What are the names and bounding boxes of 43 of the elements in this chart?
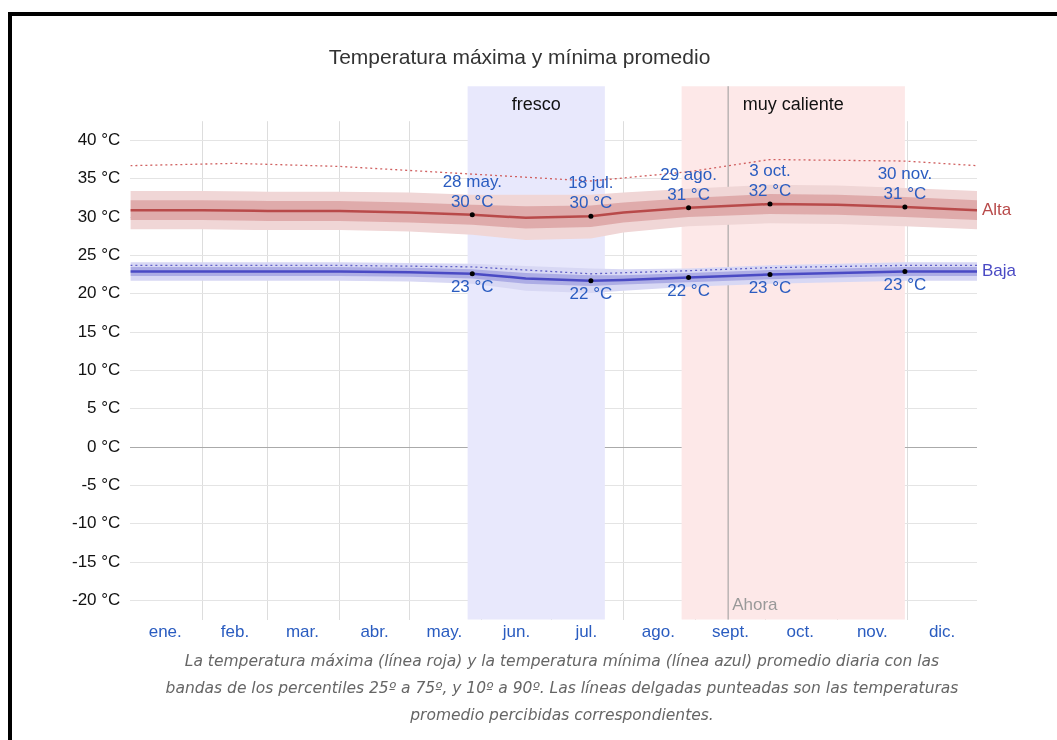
- series-label: Baja: [982, 261, 1017, 281]
- x-tick-label: jul.: [574, 622, 598, 642]
- x-tick-label: abr.: [360, 622, 389, 642]
- y-tick-label: 35 °C: [77, 168, 121, 188]
- y-tick-label: 0 °C: [87, 436, 121, 456]
- y-tick-label: 25 °C: [77, 245, 121, 265]
- annotation: 3 oct. 32 °C: [748, 161, 792, 201]
- y-tick-label: 20 °C: [77, 283, 121, 303]
- annotation: 30 nov. 31 °C: [877, 164, 933, 204]
- x-tick-label: ago.: [641, 622, 675, 642]
- ref-line-label: Ahora: [732, 594, 779, 614]
- y-tick-label: 15 °C: [77, 321, 121, 341]
- y-tick-label: 30 °C: [77, 206, 121, 226]
- y-tick-label: -10 °C: [71, 513, 121, 533]
- chart-title: Temperatura máxima y mínima promedio: [328, 45, 711, 69]
- x-tick-label: mar.: [285, 622, 320, 642]
- band-label: fresco: [511, 94, 561, 115]
- x-tick-label: jun.: [501, 622, 531, 642]
- y-tick-label: -5 °C: [81, 475, 121, 495]
- annotation: 22 °C: [667, 280, 710, 300]
- annotation: 23 °C: [748, 277, 792, 297]
- annotation: 18 jul. 30 °C: [568, 173, 614, 213]
- y-tick-label: 5 °C: [87, 398, 121, 418]
- annotation: 22 °C: [569, 283, 613, 303]
- x-tick-label: nov.: [856, 622, 888, 642]
- text: La temperatura máxima (línea roja) y la temperatura mínima (línea azul) promedio diaria con las bandas de los percentiles 25º a 75º, y 10º a 90º. Las líneas delgadas punteadas son las temperaturas promedio percibidas correspondientes.: [164, 651, 960, 726]
- y-tick-label: 10 °C: [77, 360, 121, 380]
- annotation: 23 °C: [883, 274, 927, 294]
- y-tick-label: -15 °C: [71, 551, 121, 571]
- x-tick-label: feb.: [220, 622, 250, 642]
- annotation: 23 °C: [450, 276, 494, 296]
- x-tick-label: ene.: [148, 622, 182, 642]
- annotation: 28 may. 30 °C: [442, 171, 502, 211]
- x-tick-label: oct.: [786, 622, 814, 642]
- line-series: [130, 264, 977, 275]
- series-label: Alta: [982, 199, 1012, 219]
- x-tick-label: may.: [426, 622, 463, 642]
- band-label: muy caliente: [742, 94, 844, 115]
- y-tick-label: 40 °C: [77, 130, 121, 150]
- y-tick-label: -20 °C: [71, 590, 121, 610]
- x-tick-label: dic.: [928, 622, 956, 642]
- annotation: 29 ago. 31 °C: [660, 165, 717, 205]
- x-tick-label: sept.: [712, 622, 749, 642]
